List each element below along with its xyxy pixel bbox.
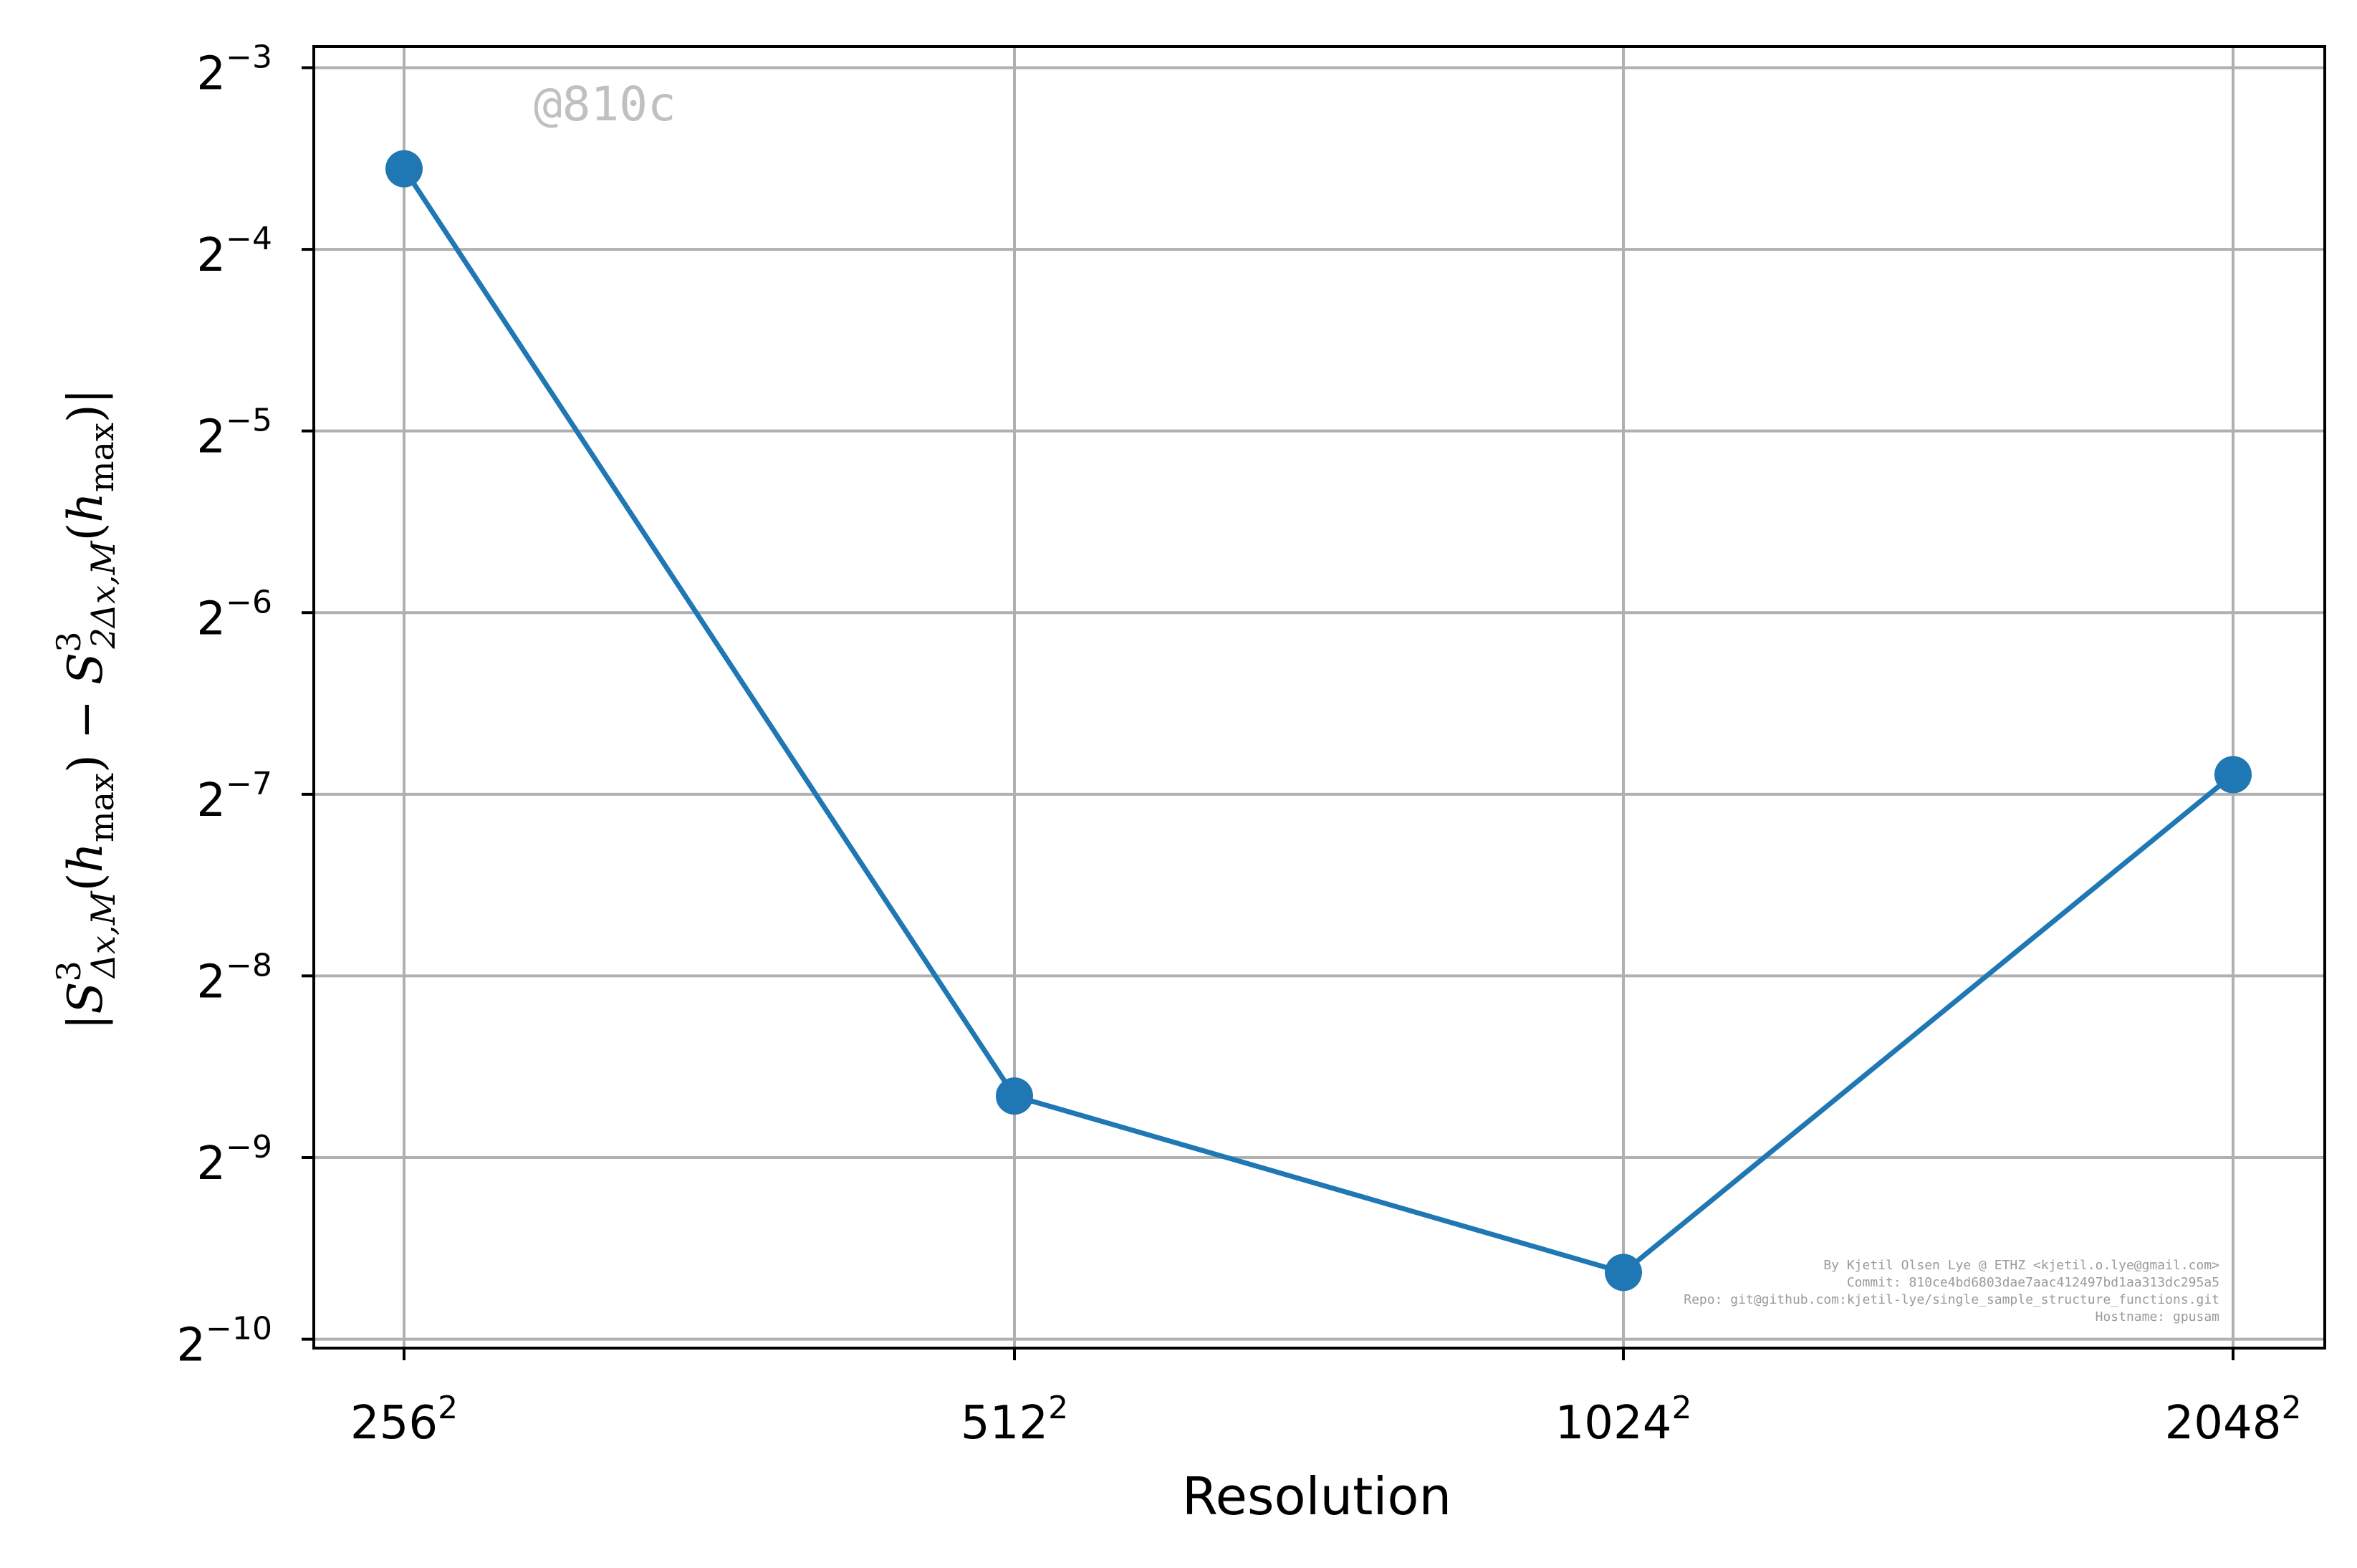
x-tick-label: 5122 — [961, 1390, 1068, 1450]
data-point — [1605, 1254, 1642, 1292]
y-tick-label: 2−10 — [176, 1311, 272, 1372]
x-tick-label: 20482 — [2165, 1390, 2302, 1450]
series-line — [400, 165, 2237, 1275]
y-tick-label: 2−8 — [196, 947, 272, 1009]
y-tick-label: 2−3 — [196, 39, 272, 101]
plot-frame — [312, 45, 2326, 1350]
watermark: @810c — [534, 77, 676, 132]
credit-line-author: By Kjetil Olsen Lye @ ETHZ <kjetil.o.lye… — [1823, 1258, 2219, 1273]
x-tick-label: 10242 — [1555, 1390, 1692, 1450]
data-point — [2214, 756, 2252, 794]
y-tick-label: 2−6 — [196, 584, 272, 645]
credits: By Kjetil Olsen Lye @ ETHZ <kjetil.o.lye… — [1684, 1258, 2219, 1324]
credit-line-hostname: Hostname: gpusam — [2096, 1309, 2219, 1324]
credit-line-commit: Commit: 810ce4bd6803dae7aac412497bd1aa31… — [1847, 1275, 2219, 1290]
data-point — [385, 150, 423, 188]
y-tick-label: 2−9 — [196, 1129, 272, 1191]
x-axis-label: Resolution — [1182, 1466, 1451, 1526]
data-point — [996, 1077, 1033, 1115]
ticks: 2562 5122 10242 20482 2−3 2−4 2−5 2−6 2−7 2−8 2−9 2… — [176, 39, 2301, 1450]
series-layer — [385, 150, 2252, 1292]
y-tick-label: 2−5 — [196, 403, 272, 464]
credit-line-repo: Repo: git@github.com:kjetil-lye/single_s… — [1684, 1292, 2219, 1307]
x-tick-label: 2562 — [350, 1390, 458, 1450]
y-tick-label: 2−4 — [196, 221, 272, 282]
y-tick-label: 2−7 — [196, 766, 272, 827]
